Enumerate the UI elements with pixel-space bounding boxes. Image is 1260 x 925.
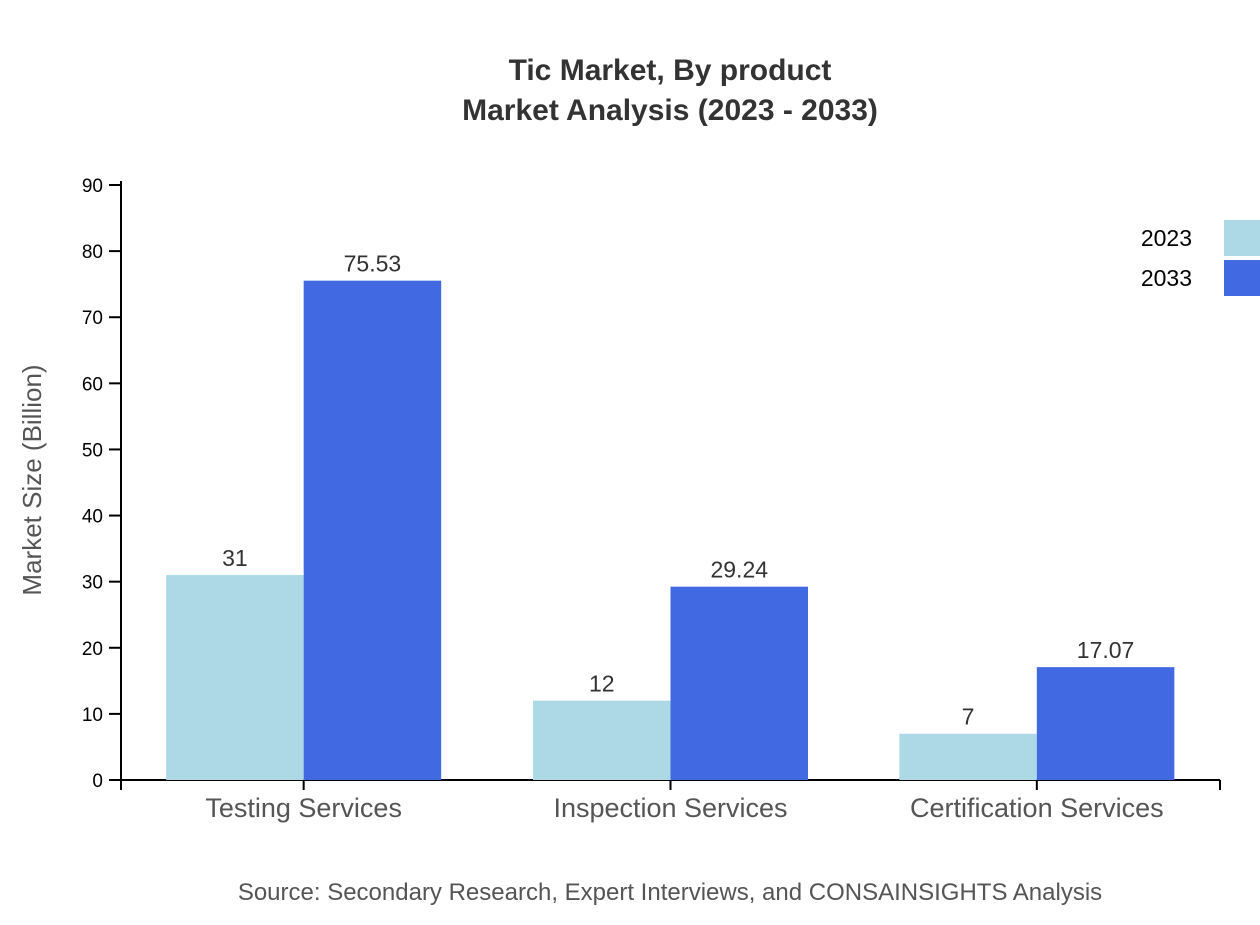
- y-tick-label: 30: [82, 573, 103, 594]
- y-tick-label: 40: [82, 507, 103, 528]
- y-axis-label: Market Size (Billion): [17, 364, 47, 595]
- y-tick-label: 0: [92, 771, 103, 792]
- data-label: 7: [962, 704, 975, 730]
- legend-swatch-2023: [1224, 220, 1260, 256]
- bar-2023: [533, 700, 671, 780]
- legend-swatch-2033: [1224, 260, 1260, 296]
- y-tick-label: 10: [82, 705, 103, 726]
- bar-2023: [166, 575, 304, 780]
- data-label: 31: [222, 545, 248, 571]
- y-tick-label: 80: [82, 242, 103, 263]
- legend-label: 2033: [1141, 265, 1192, 291]
- y-tick-label: 90: [82, 176, 103, 197]
- y-tick-label: 20: [82, 639, 103, 660]
- data-label: 17.07: [1077, 637, 1135, 663]
- bar-2033: [670, 586, 808, 780]
- bar-2033: [303, 280, 442, 780]
- data-label: 75.53: [344, 251, 402, 277]
- y-tick-label: 70: [82, 308, 103, 329]
- x-tick-label: Certification Services: [910, 793, 1164, 823]
- chart-subtitle: Market Analysis (2023 - 2033): [462, 94, 878, 127]
- x-tick-label: Testing Services: [205, 793, 402, 823]
- legend-label: 2023: [1141, 225, 1192, 251]
- y-tick-label: 50: [82, 440, 103, 461]
- y-tick-label: 60: [82, 374, 103, 395]
- x-tick-label: Inspection Services: [553, 793, 787, 823]
- bar-2023: [899, 733, 1037, 780]
- source-note: Source: Secondary Research, Expert Inter…: [238, 879, 1102, 906]
- data-label: 12: [589, 671, 615, 697]
- chart-title: Tic Market, By product: [509, 54, 832, 87]
- data-label: 29.24: [710, 557, 768, 583]
- bar-2033: [1036, 667, 1175, 780]
